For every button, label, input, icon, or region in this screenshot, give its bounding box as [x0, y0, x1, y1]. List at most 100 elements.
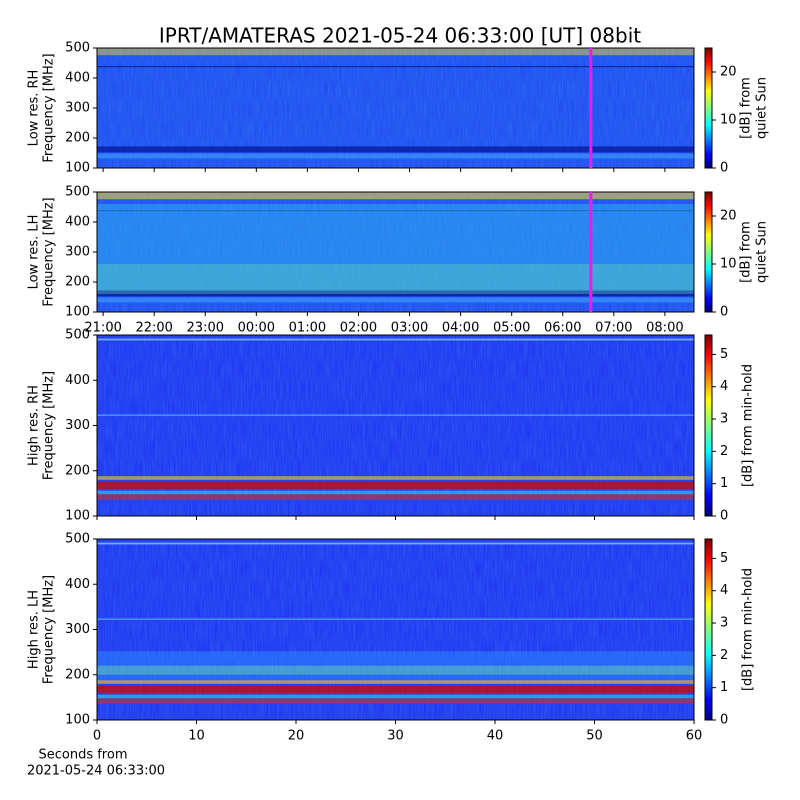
spectrogram-band — [97, 192, 694, 200]
x-tick-label: 0 — [93, 729, 101, 744]
colorbar-tick-label: 4 — [720, 583, 728, 598]
x-axis-label: 2021-05-24 06:33:00 — [27, 764, 165, 779]
spectrogram-band — [97, 153, 694, 159]
x-tick-label: 23:00 — [187, 321, 224, 336]
colorbar-tick-label: 10 — [720, 257, 737, 272]
spectrogram-band — [97, 494, 694, 500]
spectrogram-band — [97, 66, 694, 68]
spectrogram-band — [97, 698, 694, 704]
y-axis-label: Low res. LH — [27, 215, 42, 290]
x-tick-label: 04:00 — [442, 321, 479, 336]
y-tick-label: 100 — [65, 305, 90, 320]
colorbar — [704, 334, 713, 517]
colorbar — [704, 191, 713, 313]
colorbar-tick-label: 20 — [720, 65, 737, 80]
title: IPRT/AMATERAS 2021-05-24 06:33:00 [UT] 0… — [159, 24, 641, 48]
spectrogram-band — [97, 685, 694, 693]
y-tick-label: 400 — [65, 215, 90, 230]
spectrogram-band — [97, 297, 694, 303]
y-tick-label: 100 — [65, 713, 90, 728]
y-axis-label: Low res. RH — [27, 70, 42, 147]
colorbar-tick-label: 20 — [720, 209, 737, 224]
colorbar-label: [dB] from min-hold — [741, 364, 756, 487]
y-axis-label: Frequency [MHz] — [42, 575, 57, 684]
x-tick-label: 21:00 — [84, 321, 121, 336]
x-tick-label: 20 — [288, 729, 305, 744]
colorbar-label: [dB] from min-hold — [741, 568, 756, 691]
colorbar — [704, 47, 713, 169]
colorbar-tick-label: 1 — [720, 680, 728, 695]
spectrogram-band — [97, 680, 694, 684]
y-tick-label: 200 — [65, 275, 90, 290]
colorbar-tick-label: 0 — [720, 509, 728, 524]
spectrogram-band — [97, 338, 694, 341]
colorbar-tick-label: 3 — [720, 412, 728, 427]
x-tick-label: 00:00 — [238, 321, 275, 336]
spectrogram-band — [97, 414, 694, 416]
colorbar-tick-label: 3 — [720, 616, 728, 631]
spectrogram-band — [97, 618, 694, 620]
y-tick-label: 400 — [65, 71, 90, 86]
spectrogram-band — [97, 264, 694, 294]
y-tick-label: 300 — [65, 101, 90, 116]
x-tick-label: 40 — [487, 729, 504, 744]
x-tick-label: 60 — [686, 729, 703, 744]
spectrogram-band — [97, 490, 694, 495]
colorbar-label: quiet Sun — [755, 77, 770, 139]
y-tick-label: 400 — [65, 577, 90, 592]
colorbar-tick-label: 0 — [720, 713, 728, 728]
y-tick-label: 500 — [65, 532, 90, 547]
spectrogram-band — [97, 651, 694, 681]
x-tick-label: 07:00 — [595, 321, 632, 336]
y-tick-label: 300 — [65, 418, 90, 433]
colorbar-tick-label: 0 — [720, 305, 728, 320]
colorbar-tick-label: 4 — [720, 379, 728, 394]
x-tick-label: 10 — [188, 729, 205, 744]
y-axis-label: High res. LH — [27, 590, 42, 669]
spectrogram-band — [97, 665, 694, 675]
y-tick-label: 300 — [65, 245, 90, 260]
y-tick-label: 500 — [65, 328, 90, 343]
colorbar-label: quiet Sun — [755, 221, 770, 283]
colorbar-tick-label: 10 — [720, 113, 737, 128]
x-tick-label: 22:00 — [135, 321, 172, 336]
spectrogram-band — [97, 146, 694, 153]
spectrogram-band — [97, 694, 694, 699]
colorbar-tick-label: 1 — [720, 476, 728, 491]
colorbar-tick-label: 2 — [720, 444, 728, 459]
colorbar-tick-label: 0 — [720, 161, 728, 176]
y-axis-label: Frequency [MHz] — [42, 371, 57, 480]
colorbar-tick-label: 5 — [720, 551, 728, 566]
y-tick-label: 500 — [65, 41, 90, 56]
y-axis-label: Frequency [MHz] — [42, 197, 57, 306]
y-tick-label: 200 — [65, 667, 90, 682]
colorbar-tick-label: 2 — [720, 648, 728, 663]
y-tick-label: 300 — [65, 622, 90, 637]
y-tick-label: 200 — [65, 463, 90, 478]
y-axis-label: Frequency [MHz] — [42, 53, 57, 162]
spectrogram-band — [97, 48, 694, 56]
spectrogram-noise — [97, 335, 694, 516]
y-tick-label: 100 — [65, 509, 90, 524]
x-tick-label: 30 — [387, 729, 404, 744]
x-tick-label: 06:00 — [544, 321, 581, 336]
y-axis-label: High res. RH — [27, 385, 42, 466]
colorbar-label: [dB] from — [739, 221, 754, 283]
y-tick-label: 100 — [65, 161, 90, 176]
spectrogram-band — [97, 542, 694, 545]
x-tick-label: 08:00 — [646, 321, 683, 336]
y-tick-label: 200 — [65, 131, 90, 146]
x-tick-label: 01:00 — [289, 321, 326, 336]
x-tick-label: 05:00 — [493, 321, 530, 336]
colorbar-label: [dB] from — [739, 77, 754, 139]
spectrogram-band — [97, 204, 694, 291]
x-tick-label: 03:00 — [391, 321, 428, 336]
x-axis-label: Seconds from — [38, 748, 127, 763]
spectrogram-band — [97, 476, 694, 480]
colorbar-tick-label: 5 — [720, 347, 728, 362]
x-tick-label: 02:00 — [340, 321, 377, 336]
spectrogram-band — [97, 210, 694, 212]
x-tick-label: 50 — [586, 729, 603, 744]
y-tick-label: 400 — [65, 373, 90, 388]
